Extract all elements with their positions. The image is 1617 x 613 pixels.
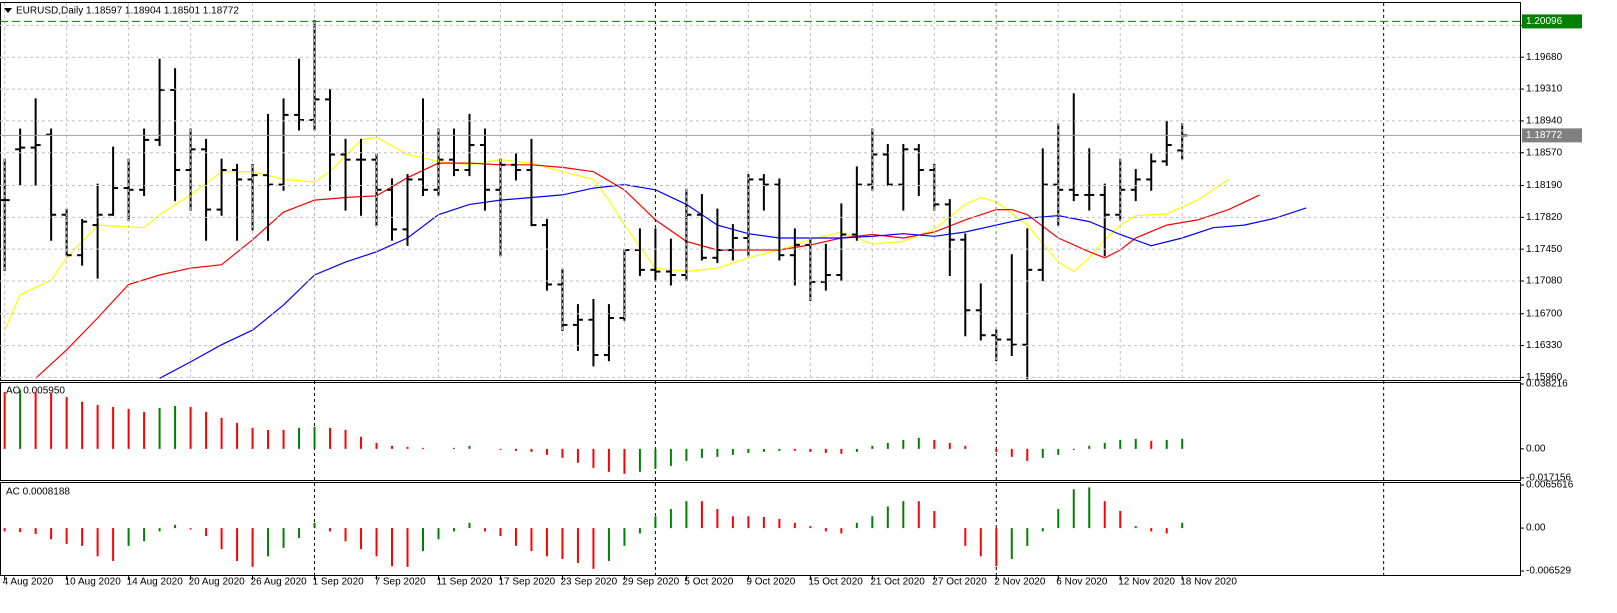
y-tick-label: -0.006529 (1526, 566, 1571, 577)
y-tick-label: 1.18190 (1526, 180, 1563, 191)
price-label-box (1522, 14, 1582, 29)
x-tick-label: 6 Nov 2020 (1056, 577, 1108, 588)
y-tick-label: 1.17080 (1526, 276, 1563, 287)
x-tick-label: 26 Aug 2020 (251, 577, 308, 588)
x-tick-label: 21 Oct 2020 (870, 577, 925, 588)
x-tick-label: 5 Oct 2020 (684, 577, 733, 588)
ac-title: AC 0.0008188 (6, 487, 70, 498)
y-tick-label: 1.18940 (1526, 116, 1563, 127)
main-pane (0, 2, 1521, 381)
y-tick-label: 0.0065616 (1526, 480, 1574, 491)
x-tick-label: 17 Sep 2020 (498, 577, 555, 588)
x-tick-label: 7 Sep 2020 (375, 577, 427, 588)
last-price-label: 1.18772 (1526, 130, 1563, 141)
x-tick-label: 27 Oct 2020 (932, 577, 987, 588)
main-plot (0, 20, 1307, 380)
x-tick-label: 18 Nov 2020 (1180, 577, 1237, 588)
x-tick-label: 29 Sep 2020 (622, 577, 679, 588)
x-tick-label: 2 Nov 2020 (994, 577, 1046, 588)
x-tick-label: 11 Sep 2020 (436, 577, 492, 588)
y-tick-label: 0.00 (1526, 523, 1546, 534)
last-price-box (1522, 128, 1582, 143)
x-tick-label: 12 Nov 2020 (1118, 577, 1175, 588)
y-tick-label: 1.18570 (1526, 147, 1563, 158)
y-tick-label: 0.00 (1526, 444, 1546, 455)
y-tick-label: 1.15960 (1526, 372, 1563, 383)
price-label: 1.20096 (1526, 16, 1563, 27)
ao-pane (0, 382, 1521, 481)
chart-title: EURUSD,Daily 1.18597 1.18904 1.18501 1.1… (16, 6, 239, 17)
x-tick-label: 14 Aug 2020 (127, 577, 184, 588)
symbol-menu-arrow[interactable] (4, 8, 12, 13)
x-tick-label: 10 Aug 2020 (65, 577, 122, 588)
y-tick-label: 1.19310 (1526, 84, 1563, 95)
y-tick-label: -0.017156 (1526, 473, 1571, 484)
y-tick-label: 1.16700 (1526, 308, 1563, 319)
x-tick-label: 4 Aug 2020 (3, 577, 54, 588)
y-tick-label: 1.19680 (1526, 52, 1563, 63)
y-tick-label: 0.038216 (1526, 379, 1568, 390)
y-tick-label: 1.16330 (1526, 340, 1563, 351)
x-tick-label: 9 Oct 2020 (746, 577, 795, 588)
x-tick-label: 1 Sep 2020 (313, 577, 365, 588)
x-tick-label: 23 Sep 2020 (560, 577, 617, 588)
y-tick-label: 1.17450 (1526, 244, 1563, 255)
x-tick-label: 15 Oct 2020 (808, 577, 863, 588)
x-tick-label: 20 Aug 2020 (189, 577, 246, 588)
ac-pane (0, 482, 1521, 576)
y-tick-label: 1.17820 (1526, 212, 1563, 223)
ao-title: AO 0.005950 (6, 386, 65, 397)
